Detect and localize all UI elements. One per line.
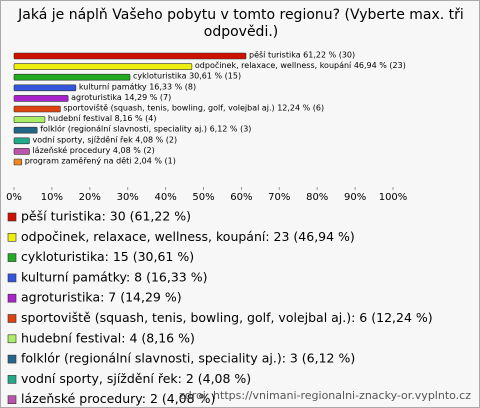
legend-swatch bbox=[7, 314, 17, 323]
legend-swatch bbox=[7, 233, 17, 242]
value-label: sportoviště (squash, tenis, bowling, gol… bbox=[63, 103, 324, 113]
bar bbox=[13, 95, 69, 102]
x-tick-label: 90% bbox=[344, 192, 366, 203]
x-tick-label: 80% bbox=[306, 192, 328, 203]
chart-title: Jaká je náplň Vašeho pobytu v tomto regi… bbox=[18, 7, 464, 40]
bar bbox=[13, 116, 46, 123]
legend-swatch bbox=[7, 334, 17, 344]
legend-swatch bbox=[7, 212, 17, 222]
legend-label: cykloturistika: 15 (30,61 %) bbox=[21, 249, 194, 264]
legend-label: kulturní památky: 8 (16,33 %) bbox=[21, 269, 207, 284]
value-label: lázeňské procedury 4,08 % (2) bbox=[32, 145, 154, 155]
x-tick-label: 0% bbox=[6, 192, 22, 203]
legend-swatch bbox=[7, 273, 17, 283]
legend-label: folklór (regionální slavnosti, specialit… bbox=[21, 351, 355, 366]
value-label: hudební festival 8,16 % (4) bbox=[48, 114, 157, 123]
bar bbox=[13, 126, 38, 134]
legend-swatch bbox=[7, 375, 17, 384]
legend-label: lázeňské procedury: 2 (4,08 %) bbox=[21, 391, 215, 406]
bar bbox=[13, 73, 131, 81]
x-tick-label: 40% bbox=[154, 192, 176, 203]
legend-swatch bbox=[7, 395, 17, 405]
legend-swatch bbox=[7, 354, 17, 364]
x-tick-label: 70% bbox=[268, 192, 290, 203]
value-label: agroturistika 14,29 % (7) bbox=[71, 93, 171, 102]
x-tick-label: 20% bbox=[79, 192, 101, 203]
bar bbox=[13, 52, 247, 60]
legend-label: hudební festival: 4 (8,16 %) bbox=[21, 330, 195, 345]
bar bbox=[13, 148, 30, 155]
value-label: cykloturistika 30,61 % (15) bbox=[133, 72, 241, 81]
bar bbox=[13, 63, 193, 70]
bar bbox=[13, 158, 23, 166]
legend-label: vodní sporty, sjíždění řek: 2 (4,08 %) bbox=[21, 371, 251, 386]
x-tick-label: 60% bbox=[230, 192, 252, 203]
value-label: program zaměřený na děti 2,04 % (1) bbox=[25, 157, 176, 166]
legend-label: sportoviště (squash, tenis, bowling, gol… bbox=[21, 310, 433, 325]
bar bbox=[13, 105, 61, 113]
legend-swatch bbox=[7, 253, 17, 262]
value-label: odpočinek, relaxace, wellness, koupání 4… bbox=[195, 60, 406, 70]
x-tick-label: 100% bbox=[379, 192, 408, 203]
x-tick-label: 10% bbox=[41, 192, 63, 203]
value-label: kulturní památky 16,33 % (8) bbox=[79, 82, 196, 91]
legend-label: pěší turistika: 30 (61,22 %) bbox=[21, 209, 191, 224]
legend-label: agroturistika: 7 (14,29 %) bbox=[21, 290, 182, 305]
legend-swatch bbox=[7, 293, 17, 303]
legend-label: odpočinek, relaxace, wellness, koupání: … bbox=[21, 229, 355, 244]
value-label: folklór (regionální slavnosti, specialit… bbox=[40, 124, 251, 134]
source: zdroj: https://vnimani-regionalni-znacky… bbox=[179, 389, 471, 402]
bar bbox=[13, 137, 30, 145]
x-tick-label: 50% bbox=[192, 192, 214, 203]
x-tick-label: 30% bbox=[117, 192, 139, 203]
value-label: pěší turistika 61,22 % (30) bbox=[249, 50, 355, 60]
value-label: vodní sporty, sjíždění řek 4,08 % (2) bbox=[32, 135, 177, 144]
bar bbox=[13, 84, 77, 92]
